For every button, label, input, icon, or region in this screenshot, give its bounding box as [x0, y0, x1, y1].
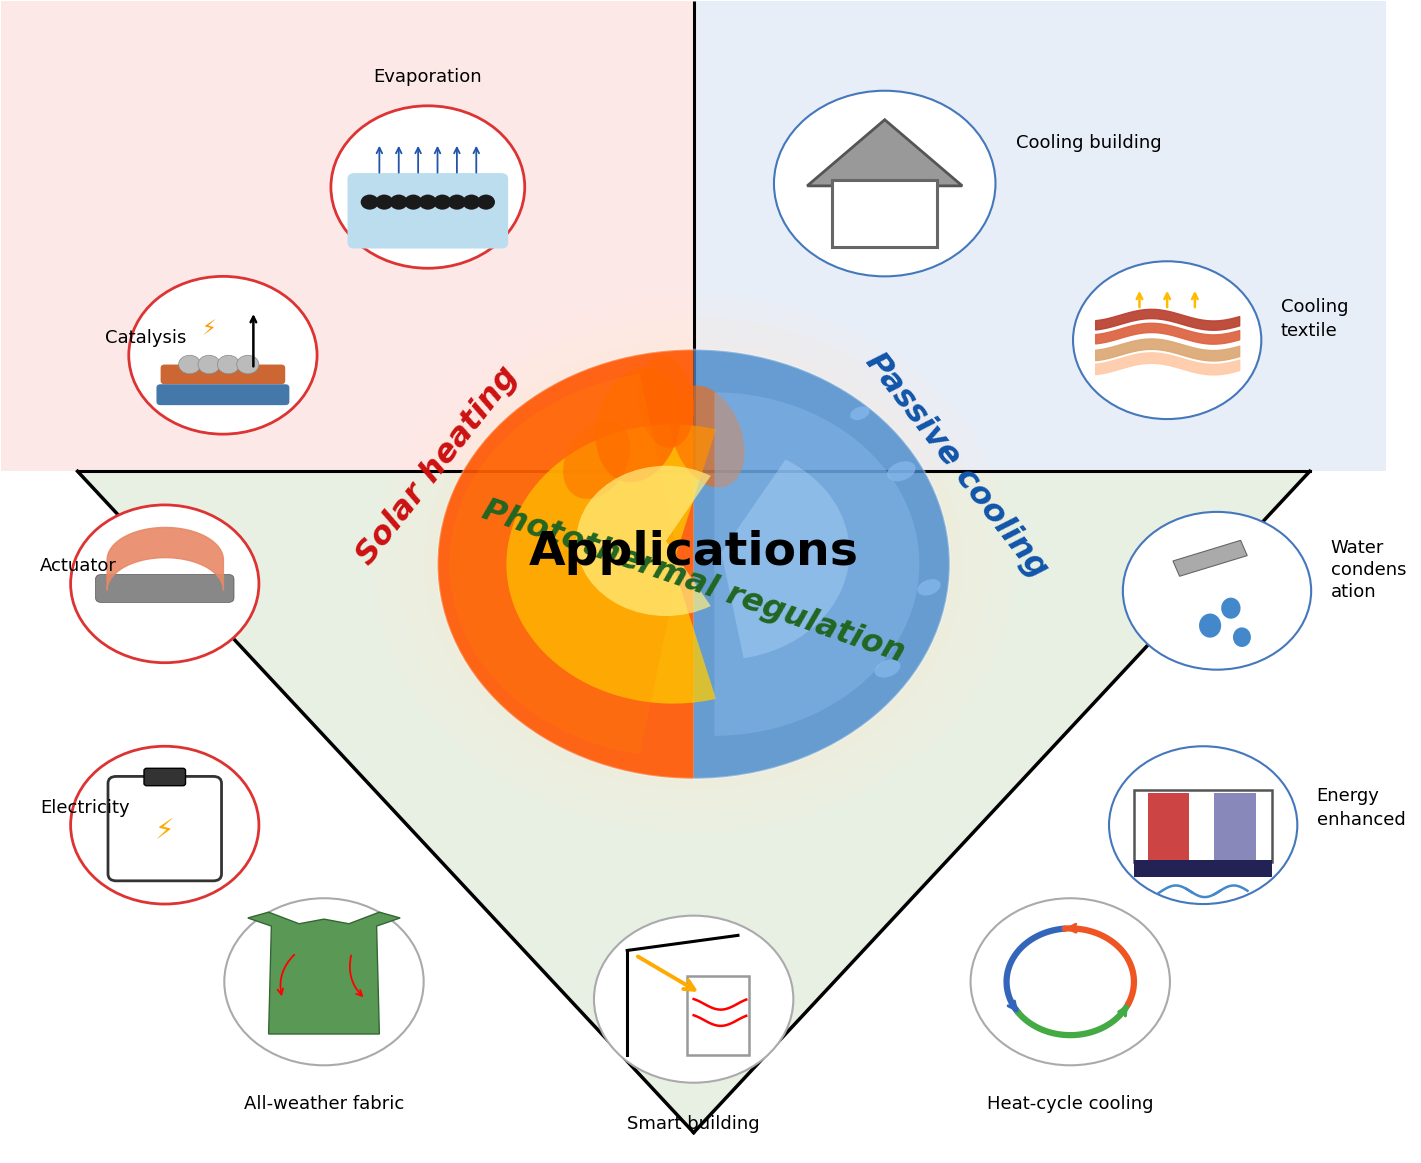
- Wedge shape: [438, 349, 693, 779]
- Circle shape: [331, 106, 524, 269]
- Ellipse shape: [1221, 598, 1241, 619]
- Polygon shape: [807, 120, 962, 186]
- Circle shape: [375, 194, 394, 209]
- Text: Actuator: Actuator: [40, 557, 117, 576]
- Ellipse shape: [887, 462, 915, 481]
- Circle shape: [129, 277, 317, 434]
- FancyBboxPatch shape: [348, 173, 509, 249]
- Ellipse shape: [1233, 627, 1250, 647]
- Text: Energy
enhanced: Energy enhanced: [1317, 787, 1405, 828]
- Polygon shape: [693, 1, 1385, 471]
- Text: Electricity: Electricity: [40, 799, 129, 816]
- Text: Passive cooling: Passive cooling: [860, 347, 1054, 584]
- Wedge shape: [693, 349, 949, 779]
- Text: Cooling building: Cooling building: [1016, 134, 1162, 152]
- FancyBboxPatch shape: [144, 769, 186, 786]
- Text: ⚡: ⚡: [202, 320, 216, 340]
- Circle shape: [419, 194, 436, 209]
- Ellipse shape: [874, 659, 901, 678]
- Text: Catalysis: Catalysis: [105, 329, 186, 347]
- Circle shape: [774, 91, 996, 277]
- Circle shape: [433, 194, 452, 209]
- Polygon shape: [247, 912, 401, 1034]
- Circle shape: [971, 898, 1169, 1065]
- Text: Cooling
textile: Cooling textile: [1280, 299, 1349, 340]
- FancyBboxPatch shape: [833, 180, 938, 248]
- Circle shape: [71, 505, 259, 663]
- Polygon shape: [1172, 541, 1248, 576]
- Circle shape: [448, 194, 466, 209]
- Ellipse shape: [638, 356, 693, 448]
- Wedge shape: [715, 392, 919, 736]
- Circle shape: [1108, 747, 1297, 904]
- Circle shape: [1073, 262, 1262, 419]
- FancyBboxPatch shape: [1148, 793, 1189, 859]
- Ellipse shape: [595, 368, 681, 483]
- Text: Photothermal regulation: Photothermal regulation: [479, 494, 909, 669]
- Circle shape: [399, 317, 988, 811]
- Ellipse shape: [918, 579, 941, 595]
- Circle shape: [361, 194, 378, 209]
- Circle shape: [594, 915, 793, 1083]
- FancyBboxPatch shape: [686, 976, 749, 1055]
- Circle shape: [237, 355, 259, 373]
- Circle shape: [425, 338, 962, 790]
- Text: Applications: Applications: [529, 530, 858, 575]
- Circle shape: [477, 194, 495, 209]
- Ellipse shape: [1199, 614, 1221, 637]
- Wedge shape: [449, 373, 679, 755]
- Ellipse shape: [563, 421, 631, 499]
- Circle shape: [217, 355, 240, 373]
- Text: ⚡: ⚡: [155, 816, 175, 846]
- Circle shape: [225, 898, 423, 1065]
- Wedge shape: [506, 424, 716, 704]
- Text: All-weather fabric: All-weather fabric: [244, 1096, 404, 1113]
- FancyBboxPatch shape: [1134, 791, 1272, 862]
- Ellipse shape: [850, 406, 870, 420]
- Wedge shape: [577, 465, 710, 616]
- Ellipse shape: [671, 385, 745, 487]
- Circle shape: [389, 194, 408, 209]
- Polygon shape: [1, 1, 693, 471]
- Wedge shape: [722, 459, 850, 658]
- Text: Heat-cycle cooling: Heat-cycle cooling: [988, 1096, 1154, 1113]
- Text: Solar heating: Solar heating: [351, 361, 524, 571]
- Text: Evaporation: Evaporation: [374, 69, 482, 86]
- Text: Smart building: Smart building: [627, 1115, 760, 1133]
- FancyBboxPatch shape: [108, 777, 222, 880]
- FancyBboxPatch shape: [1214, 793, 1256, 859]
- Circle shape: [462, 194, 480, 209]
- FancyBboxPatch shape: [161, 364, 286, 384]
- FancyBboxPatch shape: [1134, 859, 1272, 877]
- Circle shape: [71, 747, 259, 904]
- Circle shape: [198, 355, 220, 373]
- Circle shape: [374, 295, 1013, 833]
- FancyBboxPatch shape: [95, 575, 234, 602]
- Text: Water
condens
ation: Water condens ation: [1330, 538, 1405, 601]
- Polygon shape: [78, 471, 1310, 1133]
- Circle shape: [405, 194, 422, 209]
- FancyBboxPatch shape: [156, 384, 290, 405]
- Circle shape: [179, 355, 200, 373]
- Circle shape: [1123, 512, 1312, 670]
